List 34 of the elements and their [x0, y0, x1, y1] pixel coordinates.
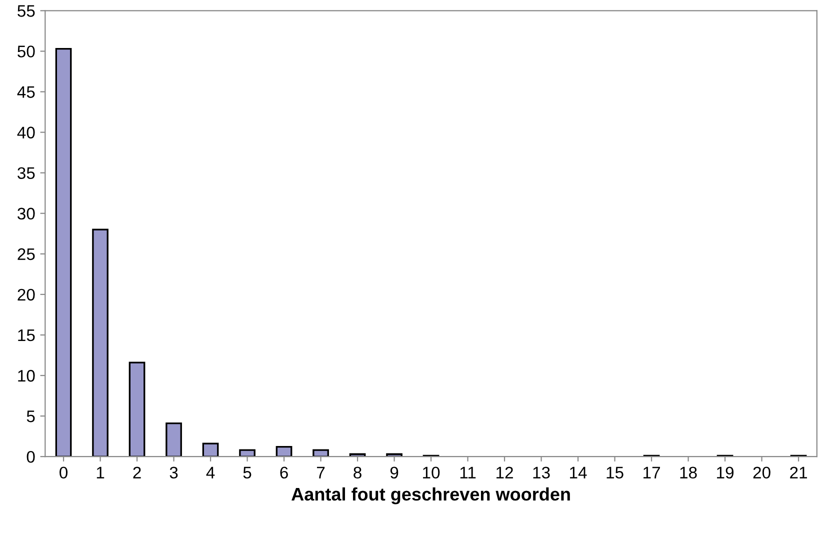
x-tick-label: 11 — [460, 466, 476, 478]
y-tick-label: 10 — [18, 370, 35, 382]
x-tick-label: 8 — [354, 466, 362, 479]
x-tick-label: 4 — [206, 466, 215, 478]
x-tick-label: 13 — [533, 466, 550, 479]
x-tick-label: 18 — [680, 466, 697, 479]
y-tick-label: 5 — [26, 410, 35, 422]
x-tick-label: 15 — [606, 466, 624, 479]
x-axis-title: Aantal fout geschreven woorden — [292, 487, 570, 504]
x-tick-label: 21 — [790, 466, 807, 478]
y-tick-label: 30 — [18, 208, 35, 220]
y-tick-label: 25 — [18, 248, 35, 260]
x-tick-label: 17 — [644, 466, 660, 478]
x-tick-label: 19 — [717, 466, 734, 479]
y-tick-label: 20 — [18, 288, 35, 301]
x-tick-label: 6 — [280, 466, 288, 479]
y-tick-label: 50 — [18, 46, 35, 58]
x-tick-label: 10 — [423, 466, 440, 479]
y-tick-label: 45 — [17, 86, 35, 98]
x-tick-label: 3 — [170, 466, 178, 479]
x-tick-label: 1 — [96, 466, 104, 478]
x-tick-label: 14 — [570, 466, 587, 478]
x-tick-label: 2 — [133, 466, 141, 478]
x-tick-label: 5 — [243, 466, 252, 479]
x-tick-label: 20 — [753, 466, 770, 479]
y-tick-label: 35 — [18, 167, 35, 180]
x-tick-label: 9 — [390, 466, 398, 479]
x-tick-label: 12 — [496, 466, 513, 478]
y-tick-label: 15 — [18, 330, 35, 342]
y-tick-label: 0 — [26, 450, 35, 463]
y-tick-label: 40 — [17, 126, 35, 138]
y-tick-label: 55 — [18, 5, 35, 17]
x-tick-label: 7 — [316, 466, 325, 478]
x-tick-label: 0 — [60, 466, 68, 479]
